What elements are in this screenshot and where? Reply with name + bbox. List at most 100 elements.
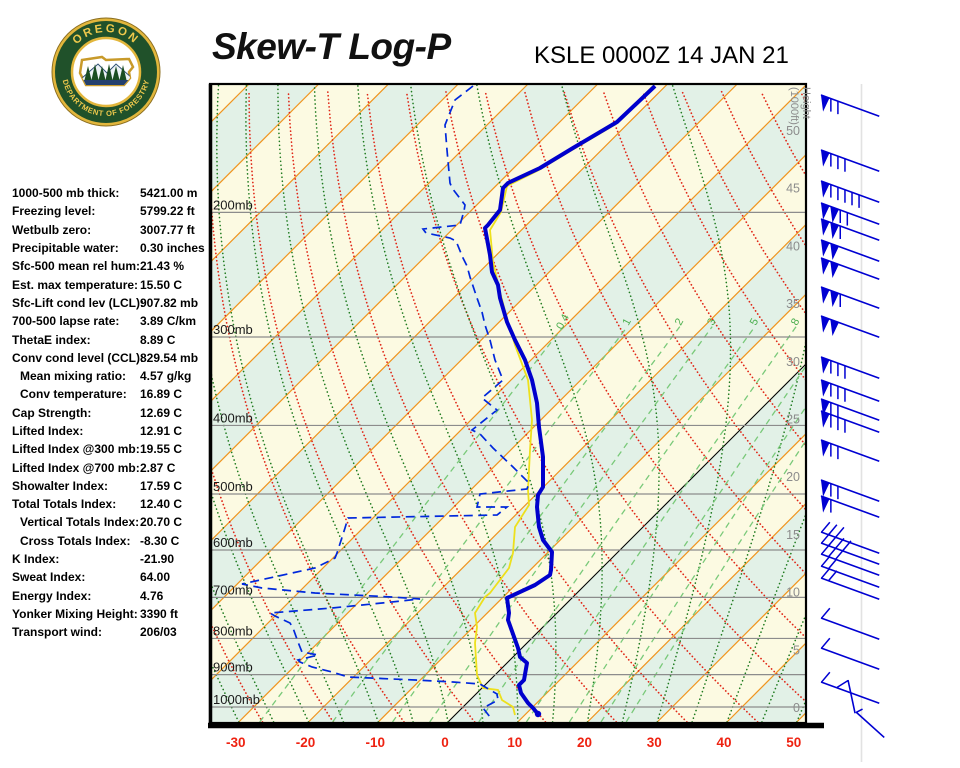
pressure-label: 200mb <box>213 197 253 212</box>
wind-barb <box>820 607 880 640</box>
stat-row: Yonker Mixing Height: 3390 ft <box>12 605 217 623</box>
wind-barb <box>820 257 880 280</box>
stat-value: 2.87 C <box>140 460 176 475</box>
wind-barb <box>820 410 880 433</box>
height-axis-title: Height <box>800 87 812 119</box>
stat-label: Lifted Index @700 mb: <box>12 460 140 475</box>
stat-row: Cap Strength: 12.69 C <box>12 404 217 422</box>
temp-axis-label: 50 <box>786 735 801 750</box>
height-tick-label: 25 <box>786 413 800 427</box>
temp-axis-label: 30 <box>647 735 662 750</box>
odf-logo: OREGON DEPARTMENT OF FORESTRY <box>50 14 162 135</box>
wind-barb <box>820 202 880 226</box>
stat-label: Yonker Mixing Height: <box>12 606 138 621</box>
temp-axis-label: 20 <box>577 735 592 750</box>
stat-value: 907.82 mb <box>140 295 199 310</box>
stat-row: Sfc-500 mean rel hum: 21.43 % <box>12 257 217 275</box>
stat-row: Total Totals Index: 12.40 C <box>12 495 217 513</box>
wind-barb <box>820 286 880 309</box>
wind-barb-column <box>820 94 885 739</box>
page-title: Skew-T Log-P <box>212 26 451 67</box>
stat-row: Sfc-Lift cond lev (LCL): 907.82 mb <box>12 294 217 312</box>
stat-row: Showalter Index: 17.59 C <box>12 477 217 495</box>
height-tick-label: 5 <box>793 643 800 657</box>
stat-row: Wetbulb zero: 3007.77 ft <box>12 221 217 239</box>
pressure-label: 400mb <box>213 410 253 425</box>
mixing-ratio-label: 2 <box>673 316 686 327</box>
stat-row: Vertical Totals Index: 20.70 C <box>12 513 217 531</box>
stat-value: 5799.22 ft <box>140 204 195 219</box>
wind-barb <box>820 479 880 502</box>
stat-row: Sweat Index: 64.00 <box>12 568 217 586</box>
stat-value: 64.00 <box>140 570 171 585</box>
stat-row: Freezing level: 5799.22 ft <box>12 202 217 220</box>
stat-value: 829.54 mb <box>140 350 199 365</box>
stat-row: Mean mixing ratio: 4.57 g/kg <box>12 367 217 385</box>
station-datetime: KSLE 0000Z 14 JAN 21 <box>534 42 789 69</box>
wind-barb <box>820 637 880 670</box>
stat-value: 3.89 C/km <box>140 314 197 329</box>
wind-barb <box>820 218 880 241</box>
height-tick-label: 15 <box>786 528 800 542</box>
pressure-label: 700mb <box>213 582 253 597</box>
stat-value: 15.50 C <box>140 277 183 292</box>
wind-barb <box>820 555 880 588</box>
stat-label: Showalter Index: <box>12 478 109 493</box>
stat-label: Sweat Index: <box>12 570 86 585</box>
stat-value: 20.70 C <box>140 515 183 530</box>
stat-label: Sfc-500 mean rel hum: <box>12 259 141 274</box>
stat-label: Cross Totals Index: <box>20 533 131 548</box>
wind-barb <box>836 679 856 714</box>
stat-label: K Index: <box>12 552 60 567</box>
temp-axis-label: -30 <box>226 735 246 750</box>
mixing-ratio-label: 8 <box>789 316 802 327</box>
plot-area: 0.4 1 2 3 5 8 <box>210 84 806 723</box>
stat-label: Sfc-Lift cond lev (LCL): <box>12 295 144 310</box>
temp-axis-label: 0 <box>441 735 449 750</box>
pressure-label: 300mb <box>213 322 253 337</box>
wind-barb <box>820 239 880 262</box>
stat-value: 17.59 C <box>140 478 183 493</box>
stat-value: 3390 ft <box>140 606 179 621</box>
stat-label: Lifted Index @300 mb: <box>12 442 140 457</box>
mixing-ratio-label: 1 <box>620 316 633 327</box>
stat-row: 1000-500 mb thick: 5421.00 m <box>12 184 217 202</box>
height-tick-label: 35 <box>786 297 800 311</box>
mixing-ratio-label: 5 <box>748 316 761 327</box>
mixing-ratio-label: 3 <box>705 316 718 327</box>
seal-forest-scene <box>80 63 133 85</box>
odf-seal-icon: OREGON DEPARTMENT OF FORESTRY <box>51 17 161 127</box>
height-axis-title: (1000ft) <box>788 87 800 125</box>
stat-label: Precipitable water: <box>12 241 119 256</box>
wind-barb <box>820 521 880 554</box>
wind-barb <box>820 149 880 172</box>
stat-label: Transport wind: <box>12 625 102 640</box>
stat-value: 8.89 C <box>140 332 176 347</box>
pressure-label: 1000mb <box>213 692 260 707</box>
pressure-label: 900mb <box>213 660 253 675</box>
wind-barb <box>820 180 880 208</box>
stat-label: Total Totals Index: <box>12 497 117 512</box>
stat-value: -8.30 C <box>140 533 180 548</box>
stat-value: 16.89 C <box>140 387 183 402</box>
temp-axis-label: 40 <box>716 735 731 750</box>
stat-value: 3007.77 ft <box>140 222 195 237</box>
stat-value: -21.90 <box>140 552 175 567</box>
height-tick-label: 45 <box>786 182 800 196</box>
temp-axis-label: -10 <box>365 735 385 750</box>
pressure-label: 800mb <box>213 623 253 638</box>
stat-label: Wetbulb zero: <box>12 222 92 237</box>
stat-row: Transport wind: 206/03 <box>12 623 217 641</box>
wind-barb <box>820 543 880 576</box>
stat-row: Precipitable water: 0.30 inches <box>12 239 217 257</box>
wind-barb <box>820 315 880 338</box>
height-tick-label: 0 <box>793 701 800 715</box>
temperature-trace <box>483 84 657 716</box>
wind-barb <box>820 567 880 600</box>
stat-value: 4.57 g/kg <box>140 369 192 384</box>
height-tick-label: 20 <box>786 470 800 484</box>
stat-label: Conv temperature: <box>20 387 127 402</box>
wind-barb <box>820 495 880 518</box>
